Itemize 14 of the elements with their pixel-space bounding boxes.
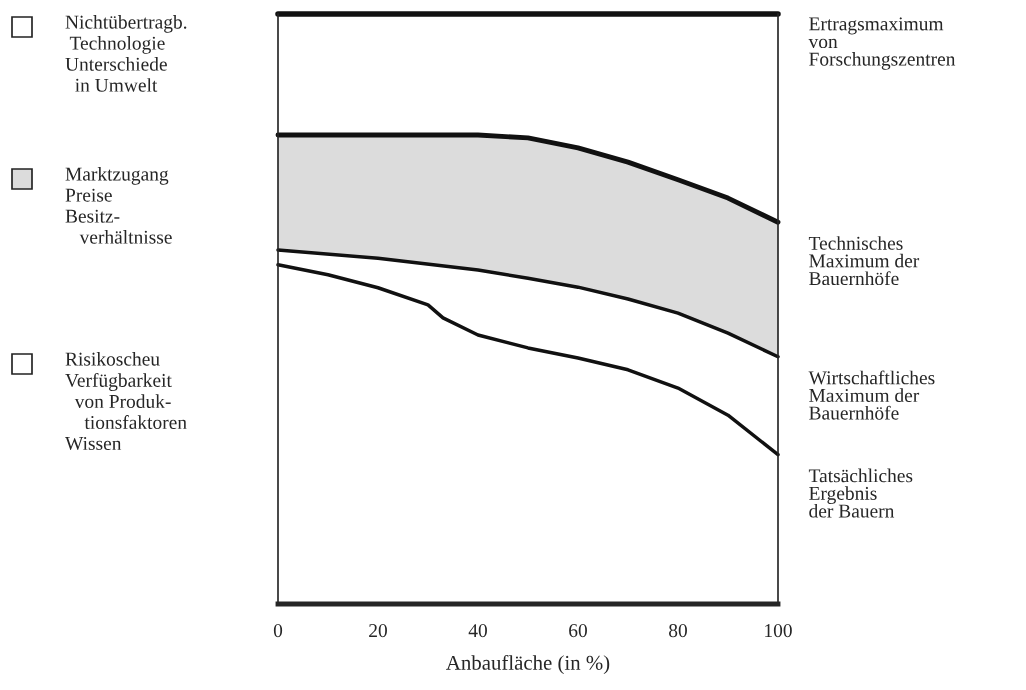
series-label: Technisches Maximum der Bauernhöfe [808,236,920,286]
x-tick-label: 40 [468,624,487,638]
x-tick-label: 20 [369,624,387,638]
text: Marktzugang Preise Besitz- verhältnisse [65,167,172,244]
x-axis-title: Anbaufläche (in %) [446,654,610,675]
series-label: Ertragsmaximum von Forschungszentren [808,17,956,70]
series-label: Tatsächliches Ergebnis der Bauern [808,468,913,518]
text: Risikoscheu Verfügbarkeit von Produk- tionsfaktoren Wissen [65,352,187,451]
series-label: Wirtschaftliches Maximum der Bauernhöfe [808,370,935,420]
text: Nichtübertragb. Technologie Unterschiede in Umwelt [65,15,187,92]
x-tick-label: 80 [669,624,687,638]
x-tick-label: 60 [569,624,587,638]
x-tick-label: 0 [273,624,283,638]
x-tick-label: 100 [765,624,792,638]
